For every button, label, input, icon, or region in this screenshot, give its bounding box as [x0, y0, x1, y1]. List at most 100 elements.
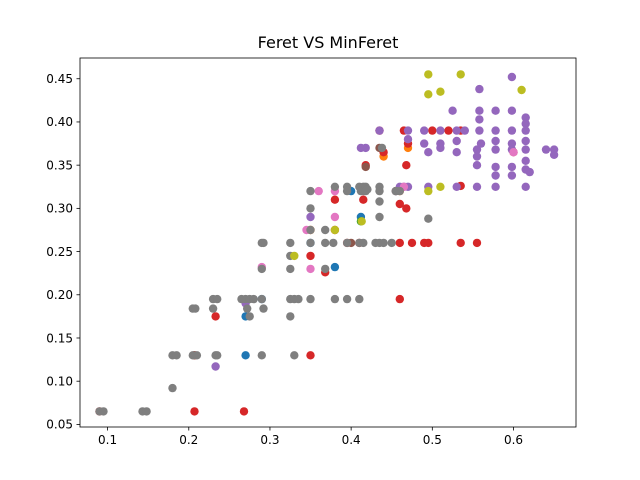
scatter-point	[521, 182, 530, 191]
scatter-point	[249, 294, 258, 304]
points-layer	[95, 70, 559, 416]
scatter-point	[452, 148, 461, 157]
scatter-point	[424, 148, 433, 157]
scatter-point	[424, 214, 433, 223]
scatter-point	[168, 383, 177, 393]
scatter-point	[521, 119, 530, 128]
scatter-point	[361, 162, 370, 172]
scatter-point	[507, 162, 517, 172]
scatter-point	[245, 312, 254, 321]
scatter-point	[330, 262, 340, 272]
scatter-point	[375, 126, 384, 135]
y-tick-label: 0.05	[46, 418, 73, 432]
scatter-point	[521, 156, 530, 165]
scatter-point	[456, 238, 465, 248]
y-tick-label: 0.15	[46, 331, 73, 345]
y-tick-label: 0.40	[46, 115, 73, 129]
axes-layer: 0.1 0.2 0.3 0.4 0.5 0.6 0.05 0.10 0.15 0.20 0.25 0.…	[46, 57, 577, 447]
scatter-point	[306, 186, 315, 196]
scatter-point	[259, 304, 268, 313]
y-tick-label: 0.10	[46, 374, 73, 388]
scatter-point	[395, 294, 404, 304]
y-tick-label: 0.20	[46, 288, 73, 302]
scatter-point	[342, 238, 352, 248]
chart-title: Feret VS MinFeret	[258, 33, 399, 52]
scatter-point	[306, 212, 315, 222]
scatter-point	[424, 186, 433, 196]
scatter-point	[448, 106, 457, 115]
scatter-point	[507, 72, 517, 82]
scatter-point	[428, 126, 437, 135]
scatter-point	[359, 195, 368, 204]
scatter-point	[472, 152, 482, 161]
scatter-point	[306, 351, 315, 360]
scatter-series-8	[290, 70, 526, 261]
scatter-point	[342, 186, 352, 196]
scatter-point	[387, 238, 396, 248]
scatter-point	[361, 143, 370, 153]
scatter-point	[444, 126, 453, 135]
scatter-point	[475, 126, 484, 135]
scatter-point	[507, 106, 517, 115]
scatter-point	[213, 294, 222, 304]
scatter-point	[491, 171, 500, 180]
scatter-point	[475, 106, 484, 115]
scatter-point	[379, 238, 388, 248]
axes-frame	[79, 57, 577, 428]
scatter-series-4	[211, 72, 559, 371]
scatter-point	[509, 148, 518, 157]
scatter-point	[290, 251, 299, 261]
x-tick-label: 0.4	[342, 433, 361, 447]
scatter-point	[99, 407, 108, 416]
scatter-point	[507, 126, 517, 135]
scatter-point	[377, 143, 387, 153]
scatter-point	[239, 407, 249, 416]
scatter-point	[363, 185, 372, 194]
scatter-point	[357, 217, 366, 226]
x-tick-label: 0.2	[179, 433, 198, 447]
scatter-point	[476, 139, 486, 148]
scatter-point	[330, 212, 340, 222]
scatter-point	[375, 186, 384, 196]
scatter-point	[403, 126, 413, 135]
scatter-point	[420, 126, 429, 135]
scatter-point	[375, 212, 384, 222]
scatter-point	[395, 199, 404, 209]
scatter-point	[359, 238, 368, 248]
scatter-point	[436, 143, 445, 153]
scatter-point	[257, 294, 266, 304]
scatter-point	[190, 407, 199, 416]
scatter-point	[142, 407, 151, 416]
x-tick-label: 0.6	[504, 433, 523, 447]
scatter-point	[507, 139, 517, 148]
scatter-point	[342, 294, 352, 304]
scatter-point	[208, 304, 218, 313]
scatter-point	[521, 145, 530, 154]
y-tick-label: 0.25	[46, 245, 73, 259]
scatter-point	[172, 351, 181, 360]
scatter-point	[321, 264, 330, 274]
scatter-point	[211, 362, 220, 371]
scatter-point	[491, 145, 500, 154]
y-tick-label: 0.30	[46, 202, 73, 216]
scatter-point	[395, 238, 404, 248]
scatter-point	[375, 197, 384, 206]
scatter-point	[306, 225, 315, 235]
scatter-point	[472, 145, 482, 154]
scatter-point	[491, 136, 500, 146]
scatter-point	[424, 90, 433, 99]
scatter-point	[330, 225, 340, 235]
scatter-point	[330, 182, 340, 191]
scatter-point	[491, 126, 500, 135]
scatter-point	[306, 294, 315, 304]
scatter-point	[507, 171, 517, 180]
scatter-point	[525, 167, 534, 177]
scatter-point	[241, 351, 250, 360]
y-tick-label: 0.35	[46, 158, 73, 172]
scatter-point	[321, 238, 330, 248]
scatter-point	[403, 135, 413, 144]
scatter-point	[290, 351, 299, 360]
scatter-point	[257, 264, 266, 274]
